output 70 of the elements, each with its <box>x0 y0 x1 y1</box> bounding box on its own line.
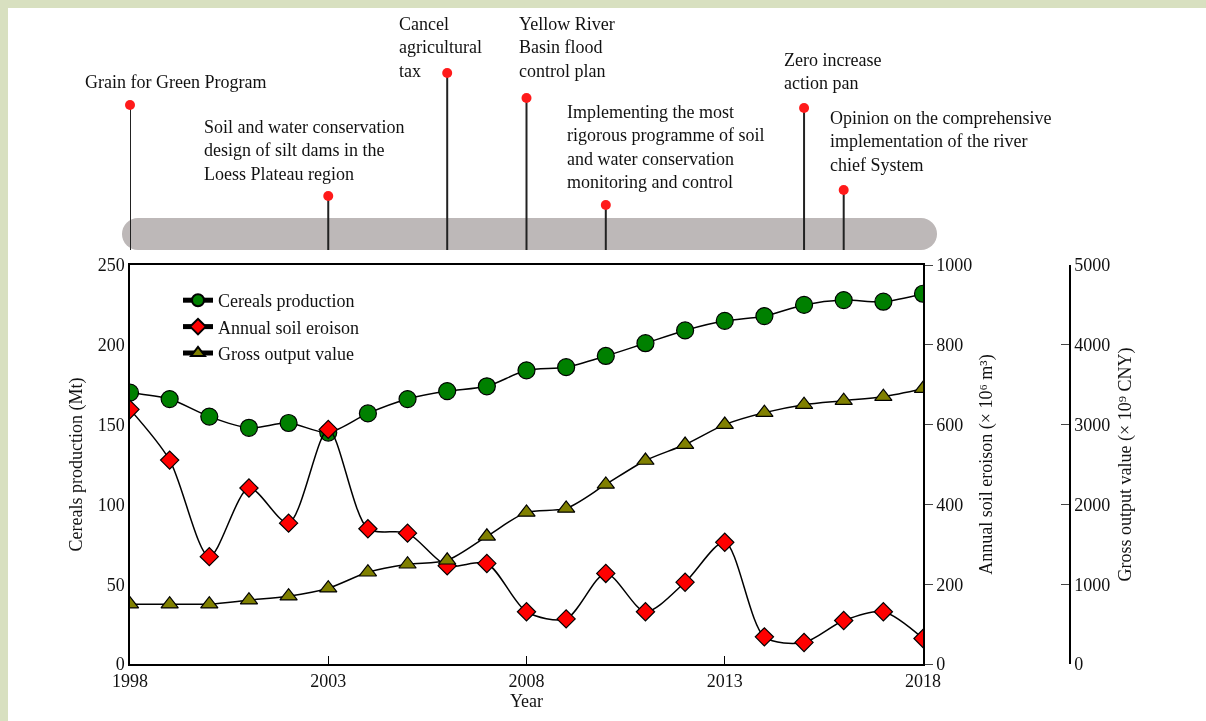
point <box>199 546 219 567</box>
point <box>834 392 853 406</box>
point <box>557 358 576 377</box>
point <box>239 478 259 498</box>
ref-line-label: Implementing the most rigorous programme of soil and water conservation monitoring and control <box>567 102 765 193</box>
point <box>556 609 576 629</box>
point <box>794 295 814 314</box>
point <box>794 632 814 653</box>
point <box>635 602 656 622</box>
ref-line-label: Yellow River Basin flood control plan <box>519 14 615 81</box>
y3-tick-label: 4000 <box>1074 335 1111 356</box>
y2-axis-title: Annual soil eroison (× 10⁶ m³) <box>975 354 997 575</box>
point <box>755 306 774 326</box>
point <box>398 389 417 409</box>
x-tick-label: 2003 <box>310 671 347 692</box>
y2-tick-label: 800 <box>936 335 964 356</box>
y-tick-label: 250 <box>97 255 125 276</box>
legend-label: Cereals production <box>218 291 355 312</box>
point <box>278 513 299 533</box>
y-tick-label: 200 <box>97 335 125 356</box>
point <box>754 627 775 647</box>
point <box>159 450 180 470</box>
y3-tick-label: 3000 <box>1074 414 1111 435</box>
y3-axis-title: Gross output value (× 10⁹ CNY) <box>1114 347 1136 582</box>
point <box>873 602 894 622</box>
ref-line-label: Grain for Green Program <box>85 72 267 92</box>
ref-line-label: Soil and water conservation design of silt dams in the Loess Plateau region <box>204 117 405 184</box>
legend-label: Annual soil eroison <box>218 317 359 338</box>
y2-tick-label: 1000 <box>936 255 973 276</box>
y-axis-title: Cereals production (Mt) <box>66 377 88 552</box>
point <box>874 388 893 402</box>
point <box>636 334 655 353</box>
point <box>239 418 259 437</box>
point <box>517 361 536 380</box>
point <box>160 389 179 409</box>
point <box>516 602 537 622</box>
point <box>715 311 734 330</box>
y3-tick-label: 5000 <box>1074 255 1111 276</box>
x-tick-label: 2008 <box>508 671 545 692</box>
point <box>596 563 616 584</box>
y3-tick-label: 0 <box>1074 654 1084 675</box>
point <box>397 523 418 543</box>
legend-label: Gross output value <box>218 344 354 365</box>
y3-tick-label: 1000 <box>1074 574 1111 595</box>
y2-tick-label: 200 <box>936 574 964 595</box>
point <box>358 519 378 539</box>
point <box>438 381 457 401</box>
y-tick-label: 100 <box>97 494 125 515</box>
y2-tick-label: 600 <box>936 414 964 435</box>
y-tick-label: 150 <box>97 414 125 435</box>
point <box>834 291 853 310</box>
point <box>596 346 615 366</box>
point <box>358 404 377 423</box>
point <box>874 292 893 311</box>
y3-tick-label: 2000 <box>1074 494 1111 515</box>
point <box>715 532 735 552</box>
point <box>675 572 695 592</box>
x-axis-title: Year <box>509 691 544 712</box>
point <box>834 610 854 631</box>
ref-line-label: Opinion on the comprehensive implementation of the river chief System <box>830 108 1052 175</box>
point <box>477 377 496 396</box>
point <box>676 321 695 340</box>
point <box>200 407 219 426</box>
point <box>477 553 497 574</box>
y2-tick-label: 400 <box>936 494 964 515</box>
ref-line-label: Zero increase action pan <box>784 50 882 94</box>
x-tick-label: 2013 <box>706 671 743 692</box>
ref-line-label: Cancel agricultural tax <box>399 14 482 81</box>
y-tick-label: 50 <box>106 574 125 595</box>
point <box>279 413 298 433</box>
